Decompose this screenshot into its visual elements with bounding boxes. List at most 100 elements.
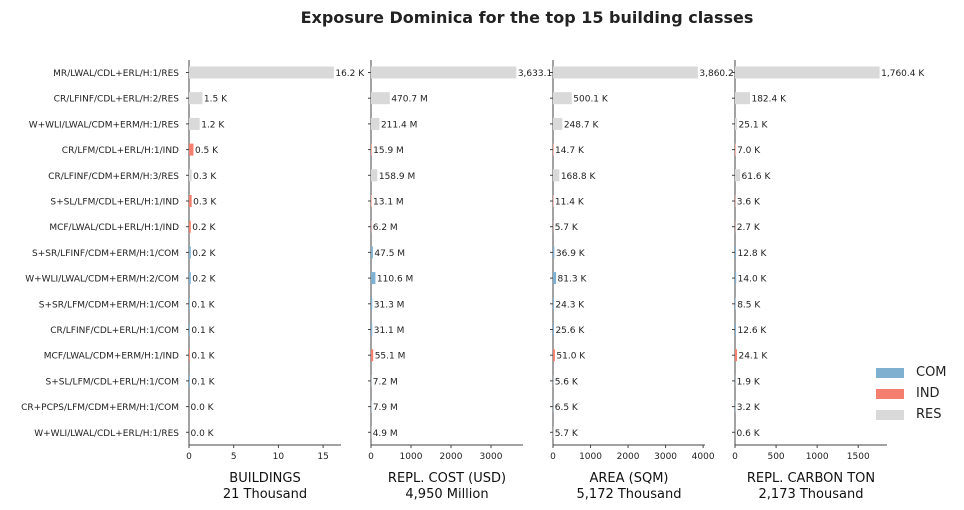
data-label: 0.1 K bbox=[191, 326, 215, 336]
x-tick-label: 1500 bbox=[847, 452, 870, 462]
x-tick-label: 0 bbox=[732, 452, 738, 462]
data-label: 36.9 K bbox=[556, 249, 586, 259]
data-label: 31.1 M bbox=[374, 326, 405, 336]
data-label: 3.6 K bbox=[737, 198, 761, 208]
x-tick-label: 1000 bbox=[400, 452, 423, 462]
bar bbox=[189, 220, 191, 233]
data-label: 25.1 K bbox=[739, 120, 769, 130]
data-label: 7.2 M bbox=[373, 377, 398, 387]
bar bbox=[189, 195, 192, 207]
data-label: 25.6 K bbox=[555, 326, 585, 336]
category-label: CR/LFINF/CDM+ERM/H:3/RES bbox=[48, 172, 179, 182]
data-label: 24.3 K bbox=[555, 300, 585, 310]
data-label: 5.6 K bbox=[555, 377, 579, 387]
data-label: 211.4 M bbox=[381, 120, 417, 130]
bar bbox=[189, 143, 194, 156]
bar bbox=[189, 374, 190, 387]
bar bbox=[371, 143, 372, 156]
x-tick-label: 2000 bbox=[440, 452, 463, 462]
data-label: 1.9 K bbox=[737, 377, 761, 387]
legend-swatch-com bbox=[876, 367, 904, 378]
data-label: 5.7 K bbox=[555, 223, 579, 233]
legend-label-ind: IND bbox=[916, 386, 940, 401]
chart-title: Exposure Dominica for the top 15 buildin… bbox=[300, 8, 754, 27]
bar bbox=[735, 92, 750, 105]
x-axis-label: REPL. CARBON TON bbox=[747, 471, 875, 486]
data-label: 81.3 K bbox=[558, 275, 588, 285]
x-tick-label: 500 bbox=[767, 452, 784, 462]
data-label: 0.0 K bbox=[191, 403, 215, 413]
data-label: 0.3 K bbox=[193, 198, 217, 208]
data-label: 0.3 K bbox=[193, 172, 217, 182]
bar bbox=[189, 272, 191, 285]
category-label: W+WLI/LWAL/CDM+ERM/H:1/RES bbox=[29, 120, 180, 130]
legend-item-com: COM bbox=[876, 362, 947, 383]
data-label: 47.5 M bbox=[374, 249, 405, 259]
bar bbox=[553, 66, 698, 79]
x-tick-label: 2000 bbox=[617, 452, 640, 462]
category-label: S+SR/LFM/CDM+ERM/H:1/COM bbox=[39, 300, 179, 310]
category-label: W+WLI/LWAL/CDM+ERM/H:2/COM bbox=[25, 275, 179, 285]
data-label: 0.2 K bbox=[192, 223, 216, 233]
x-tick-label: 1000 bbox=[806, 452, 829, 462]
bar bbox=[735, 297, 736, 310]
category-label: S+SL/LFM/CDL+ERL/H:1/COM bbox=[46, 377, 179, 387]
data-label: 0.6 K bbox=[737, 429, 761, 439]
bar bbox=[371, 169, 378, 182]
legend-swatch-res bbox=[876, 409, 904, 420]
data-label: 110.6 M bbox=[377, 275, 413, 285]
bar bbox=[735, 117, 738, 130]
bar bbox=[553, 246, 555, 259]
data-label: 16.2 K bbox=[335, 69, 365, 79]
bar bbox=[735, 323, 737, 336]
data-label: 24.1 K bbox=[738, 352, 768, 362]
bar bbox=[371, 272, 376, 285]
bar bbox=[553, 143, 554, 156]
data-label: 8.5 K bbox=[737, 300, 761, 310]
data-label: 1.2 K bbox=[201, 120, 225, 130]
data-label: 7.0 K bbox=[737, 146, 761, 156]
bar bbox=[189, 66, 334, 79]
data-label: 7.9 M bbox=[373, 403, 398, 413]
x-tick-label: 10 bbox=[273, 452, 285, 462]
data-label: 12.6 K bbox=[738, 326, 768, 336]
panel-total: 4,950 Million bbox=[405, 487, 488, 502]
bar bbox=[553, 92, 572, 105]
legend-label-com: COM bbox=[916, 365, 947, 380]
x-tick-label: 4000 bbox=[692, 452, 715, 462]
x-tick-label: 5 bbox=[231, 452, 237, 462]
panel-total: 2,173 Thousand bbox=[759, 487, 864, 502]
bar bbox=[189, 169, 192, 182]
data-label: 3,860.2 bbox=[699, 69, 733, 79]
data-label: 182.4 K bbox=[751, 95, 787, 105]
bar bbox=[735, 66, 880, 79]
category-label: S+SL/LFM/CDL+ERL/H:1/IND bbox=[50, 198, 179, 208]
data-label: 5.7 K bbox=[555, 429, 579, 439]
data-label: 61.6 K bbox=[742, 172, 772, 182]
bar bbox=[371, 66, 517, 79]
legend-item-res: RES bbox=[876, 404, 947, 425]
x-tick-label: 0 bbox=[368, 452, 374, 462]
data-label: 6.5 K bbox=[555, 403, 579, 413]
data-label: 51.0 K bbox=[556, 352, 586, 362]
data-label: 500.1 K bbox=[573, 95, 609, 105]
bar bbox=[553, 297, 554, 310]
category-label: MCF/LWAL/CDL+ERL/H:1/IND bbox=[49, 223, 179, 233]
data-label: 2.7 K bbox=[737, 223, 761, 233]
bar bbox=[189, 323, 190, 336]
bar bbox=[189, 246, 191, 259]
legend-item-ind: IND bbox=[876, 383, 947, 404]
bar bbox=[553, 349, 555, 362]
x-tick-label: 0 bbox=[550, 452, 556, 462]
x-axis-label: BUILDINGS bbox=[229, 471, 300, 486]
x-tick-label: 1000 bbox=[579, 452, 602, 462]
bar bbox=[189, 92, 203, 105]
legend-swatch-ind bbox=[876, 388, 904, 399]
bar bbox=[553, 169, 560, 182]
data-label: 6.2 M bbox=[373, 223, 398, 233]
bar bbox=[735, 169, 741, 182]
x-axis-label: REPL. COST (USD) bbox=[388, 471, 506, 486]
bar bbox=[553, 117, 563, 130]
legend-label-res: RES bbox=[916, 407, 942, 422]
